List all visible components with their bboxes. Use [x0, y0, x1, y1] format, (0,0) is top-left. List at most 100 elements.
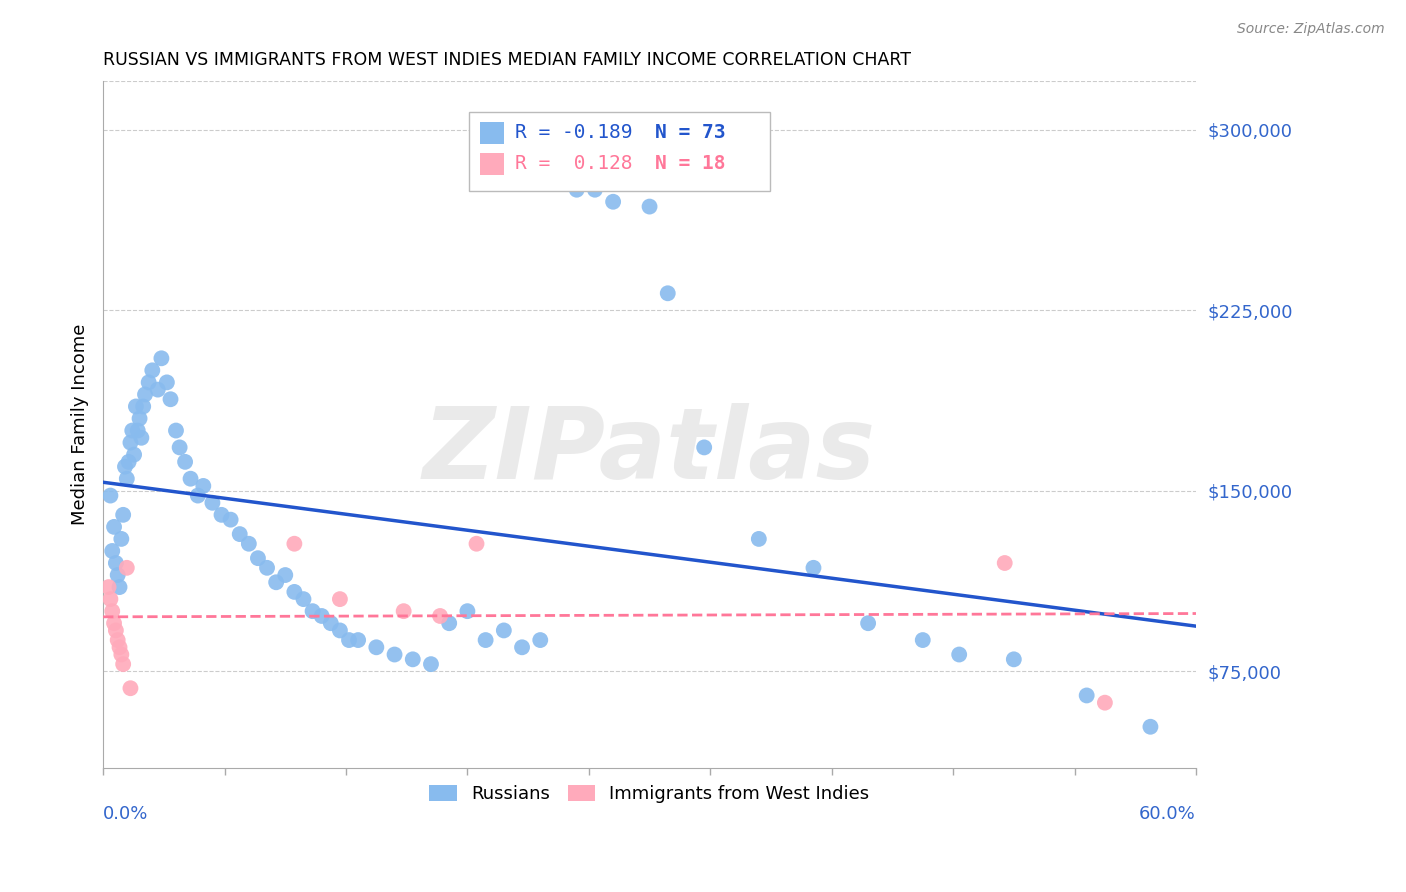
Point — [229, 527, 252, 541]
Point — [803, 561, 825, 575]
Point — [112, 508, 135, 522]
Point — [159, 392, 181, 407]
Point — [529, 633, 551, 648]
Point — [138, 376, 160, 390]
Point — [120, 681, 142, 696]
Point — [402, 652, 425, 666]
Point — [128, 411, 150, 425]
Point — [101, 604, 124, 618]
Point — [474, 633, 496, 648]
Point — [465, 537, 488, 551]
Point — [301, 604, 323, 618]
Point — [392, 604, 415, 618]
Point — [1139, 720, 1161, 734]
Point — [156, 376, 179, 390]
Point — [132, 400, 155, 414]
Text: RUSSIAN VS IMMIGRANTS FROM WEST INDIES MEDIAN FAMILY INCOME CORRELATION CHART: RUSSIAN VS IMMIGRANTS FROM WEST INDIES M… — [103, 51, 911, 69]
Point — [274, 568, 297, 582]
Text: Source: ZipAtlas.com: Source: ZipAtlas.com — [1237, 22, 1385, 37]
Text: R = -0.189: R = -0.189 — [515, 123, 633, 143]
Point — [108, 580, 131, 594]
Point — [104, 624, 127, 638]
Text: N = 18: N = 18 — [655, 154, 725, 173]
Point — [117, 455, 139, 469]
Point — [329, 592, 352, 607]
Point — [1094, 696, 1116, 710]
Point — [283, 537, 305, 551]
Point — [420, 657, 443, 672]
Point — [174, 455, 197, 469]
Text: R =  0.128: R = 0.128 — [515, 154, 633, 173]
Point — [193, 479, 215, 493]
Point — [127, 424, 149, 438]
Point — [180, 472, 202, 486]
Point — [1076, 689, 1098, 703]
Point — [246, 551, 269, 566]
Point — [283, 585, 305, 599]
Point — [211, 508, 233, 522]
Point — [1002, 652, 1025, 666]
Point — [97, 580, 120, 594]
Text: 0.0%: 0.0% — [103, 805, 149, 823]
Point — [103, 616, 125, 631]
Point — [100, 592, 122, 607]
Point — [146, 383, 169, 397]
Point — [108, 640, 131, 655]
Point — [238, 537, 260, 551]
Point — [329, 624, 352, 638]
Point — [264, 575, 287, 590]
Point — [911, 633, 934, 648]
Y-axis label: Median Family Income: Median Family Income — [72, 324, 89, 525]
Point — [100, 489, 122, 503]
Point — [114, 459, 136, 474]
Point — [201, 496, 224, 510]
FancyBboxPatch shape — [481, 122, 505, 144]
Point — [103, 520, 125, 534]
Text: N = 73: N = 73 — [655, 123, 725, 143]
Point — [319, 616, 342, 631]
Point — [456, 604, 478, 618]
Point — [187, 489, 209, 503]
Point — [122, 448, 145, 462]
Point — [638, 200, 661, 214]
Legend: Russians, Immigrants from West Indies: Russians, Immigrants from West Indies — [422, 778, 877, 810]
Point — [110, 648, 132, 662]
Point — [384, 648, 406, 662]
Point — [948, 648, 970, 662]
Point — [565, 183, 588, 197]
Point — [112, 657, 135, 672]
Point — [101, 544, 124, 558]
Point — [437, 616, 460, 631]
Point — [115, 561, 138, 575]
Point — [583, 183, 606, 197]
FancyBboxPatch shape — [470, 112, 769, 191]
Point — [121, 424, 143, 438]
Point — [256, 561, 278, 575]
Point — [311, 609, 333, 624]
Point — [657, 286, 679, 301]
Point — [165, 424, 187, 438]
Point — [104, 556, 127, 570]
Point — [366, 640, 388, 655]
Point — [125, 400, 148, 414]
Point — [492, 624, 515, 638]
Point — [131, 431, 153, 445]
Point — [429, 609, 451, 624]
Point — [337, 633, 360, 648]
Point — [347, 633, 370, 648]
Point — [693, 441, 716, 455]
Point — [115, 472, 138, 486]
Point — [150, 351, 173, 366]
Point — [994, 556, 1017, 570]
Point — [292, 592, 315, 607]
Point — [134, 387, 156, 401]
Point — [107, 633, 129, 648]
Text: ZIPatlas: ZIPatlas — [423, 403, 876, 500]
Point — [748, 532, 770, 546]
Point — [107, 568, 129, 582]
Point — [110, 532, 132, 546]
Point — [510, 640, 533, 655]
Point — [856, 616, 879, 631]
Point — [169, 441, 191, 455]
Text: 60.0%: 60.0% — [1139, 805, 1197, 823]
